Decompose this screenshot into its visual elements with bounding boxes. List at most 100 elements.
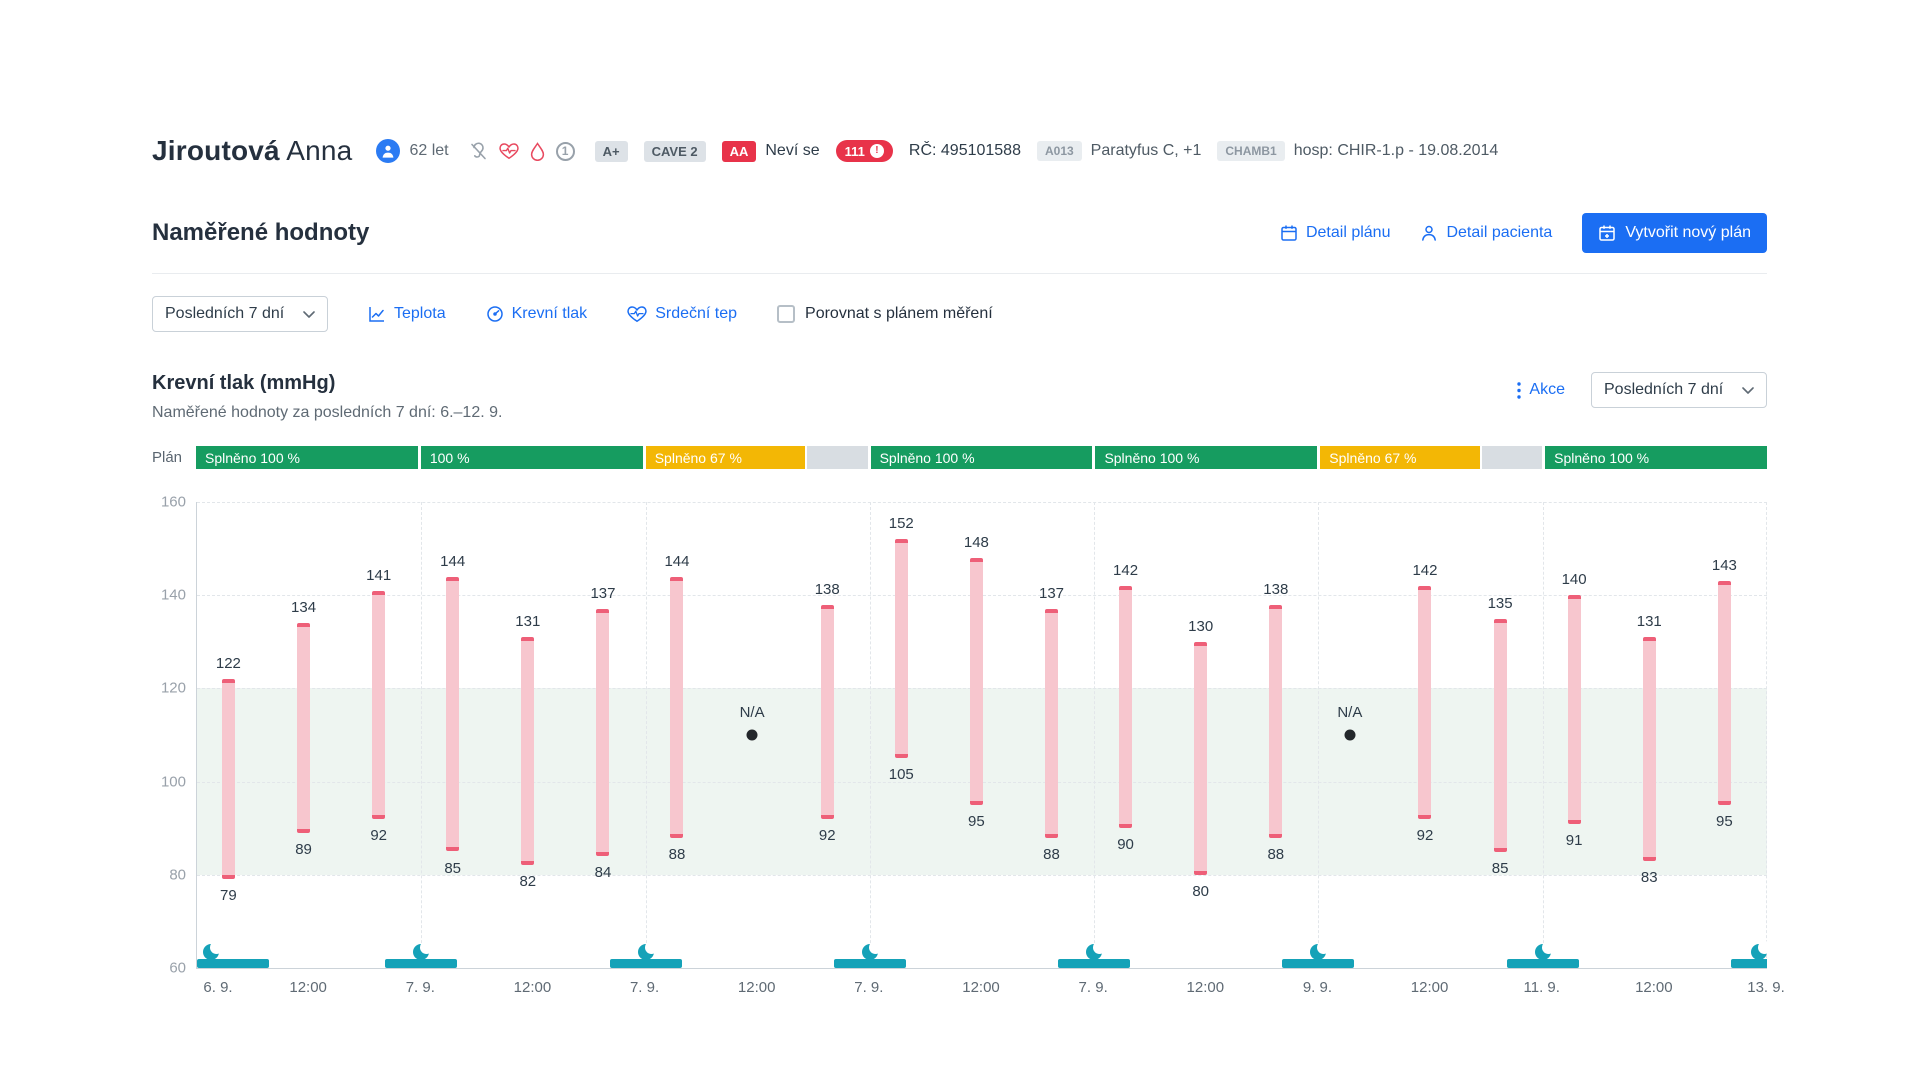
bp-range-bar[interactable] <box>1567 595 1581 824</box>
moon-icon <box>1086 941 1107 960</box>
diastolic-value-label: 85 <box>1491 859 1509 877</box>
moon-icon <box>637 941 658 960</box>
page-content: Jiroutová Anna 62 let 1 A+ CAVE 2 AA Nev… <box>152 0 1785 999</box>
detail-patient-link[interactable]: Detail pacienta <box>1420 224 1552 242</box>
compare-checkbox-label: Porovnat s plánem měření <box>805 305 993 322</box>
chart-header: Krevní tlak (mmHg) Naměřené hodnoty za p… <box>152 372 1767 422</box>
x-tick-label: 7. 9. <box>854 979 884 996</box>
chevron-down-icon <box>1742 386 1754 394</box>
diastolic-value-label: 90 <box>1117 836 1134 854</box>
heart-pulse-icon <box>498 142 519 160</box>
hospitalization-group: CHAMB1 hosp: CHIR-1.p - 19.08.2014 <box>1217 141 1498 161</box>
diastolic-value-label: 85 <box>444 859 462 877</box>
bp-range-bar[interactable] <box>1642 637 1656 861</box>
bp-range-bar[interactable] <box>1418 585 1432 819</box>
v-gridline <box>869 502 871 968</box>
allergy-text: Neví se <box>765 142 820 159</box>
diastolic-value-label: 95 <box>968 812 985 830</box>
diastolic-value-label: 92 <box>818 826 836 844</box>
h-gridline <box>197 874 1767 876</box>
diastolic-value-label: 92 <box>370 826 387 844</box>
systolic-value-label: 140 <box>1561 571 1587 589</box>
bp-range-bar[interactable] <box>1269 604 1283 838</box>
compare-checkbox[interactable] <box>777 305 796 323</box>
x-tick-label: 7. 9. <box>405 979 435 996</box>
bp-range-bar[interactable] <box>596 609 610 857</box>
bp-range-bar[interactable] <box>670 576 684 838</box>
x-tick-label: 9. 9. <box>1302 979 1333 996</box>
plan-day-cell: Splněno 100 % <box>870 446 1093 469</box>
chart-period-select[interactable]: Posledních 7 dní <box>1591 372 1767 408</box>
bp-range-bar[interactable] <box>969 557 983 805</box>
alert-exclamation-icon: ! <box>869 144 884 158</box>
moon-icon <box>1751 941 1767 960</box>
bp-range-bar[interactable] <box>1194 641 1208 875</box>
patient-name: Jiroutová Anna <box>152 135 352 167</box>
alert-count: 111 <box>844 143 865 159</box>
systolic-value-label: 138 <box>1263 580 1289 598</box>
blood-drop-icon <box>530 141 545 161</box>
bp-range-bar[interactable] <box>1119 585 1133 829</box>
diagnosis-code-badge: A013 <box>1036 141 1082 161</box>
v-gridline <box>645 502 647 968</box>
bp-range-bar[interactable] <box>221 679 235 880</box>
plan-segment: Splněno 100 % <box>870 446 1093 469</box>
bp-range-bar[interactable] <box>521 637 535 866</box>
tab-temperature[interactable]: Teplota <box>368 305 446 323</box>
moon-icon <box>861 941 882 960</box>
diastolic-value-label: 89 <box>295 840 312 858</box>
x-tick-label: 12:00 <box>737 979 776 996</box>
y-tick-label: 100 <box>160 773 186 791</box>
bp-range-bar[interactable] <box>820 604 834 819</box>
bp-range-bar[interactable] <box>1045 609 1059 838</box>
room-badge: CHAMB1 <box>1217 141 1285 161</box>
diagnosis-text: Paratyfus C, +1 <box>1090 142 1202 159</box>
patient-flag-icons: 1 <box>469 141 575 161</box>
night-period-bar <box>1282 959 1355 968</box>
detail-plan-link[interactable]: Detail plánu <box>1280 224 1390 242</box>
plan-day-cell: 100 % <box>420 446 643 469</box>
v-gridline <box>421 502 423 968</box>
kebab-menu-icon <box>1517 381 1522 399</box>
diastolic-value-label: 79 <box>220 887 237 905</box>
systolic-value-label: 130 <box>1188 617 1214 635</box>
compare-checkbox-group: Porovnat s plánem měření <box>777 305 993 323</box>
count-badge-icon: 1 <box>555 141 575 161</box>
period-select[interactable]: Posledních 7 dní <box>152 296 328 332</box>
plan-day-cell: Splněno 100 % <box>196 446 418 469</box>
na-point[interactable] <box>746 729 758 741</box>
x-tick-label: 12:00 <box>1410 979 1449 996</box>
systolic-value-label: 138 <box>814 580 840 598</box>
heart-rate-icon <box>627 305 647 323</box>
tab-heart-rate[interactable]: Srdeční tep <box>627 305 737 323</box>
bp-range-bar[interactable] <box>446 576 460 852</box>
bp-range-bar[interactable] <box>1493 618 1507 852</box>
systolic-value-label: 122 <box>215 655 241 673</box>
x-tick-label: 13. 9. <box>1747 979 1785 996</box>
plan-bar: Splněno 100 % 100 % Splněno 67 % Splněno 10… <box>196 446 1768 469</box>
y-tick-label: 80 <box>169 866 186 884</box>
na-label: N/A <box>739 704 765 721</box>
y-tick-label: 60 <box>169 959 186 977</box>
gauge-icon <box>486 305 504 323</box>
chevron-down-icon <box>303 310 315 318</box>
plan-segment-remainder <box>1482 446 1543 469</box>
bp-range-bar[interactable] <box>297 623 311 833</box>
tab-blood-pressure[interactable]: Krevní tlak <box>486 305 588 323</box>
plan-segment: Splněno 100 % <box>1545 446 1768 469</box>
plan-day-cell: Splněno 100 % <box>1095 446 1318 469</box>
bp-range-bar[interactable] <box>372 590 386 819</box>
plan-segment: Splněno 67 % <box>1320 446 1481 469</box>
na-point[interactable] <box>1344 729 1356 741</box>
create-plan-button[interactable]: Vytvořit nový plán <box>1582 213 1767 253</box>
night-period-bar <box>385 959 458 968</box>
x-labels: 6. 9. 12:00 7. 9. 12:00 7. 9. 12:00 7. 9. 12:00… <box>196 979 1784 999</box>
person-icon <box>1420 224 1438 242</box>
bp-range-bar[interactable] <box>1717 581 1731 805</box>
chart-period-value: Posledních 7 dní <box>1604 381 1724 398</box>
plan-segment: Splněno 67 % <box>645 446 806 469</box>
bp-range-bar[interactable] <box>894 539 908 759</box>
systolic-value-label: 144 <box>440 552 466 570</box>
tab-blood-pressure-label: Krevní tlak <box>511 305 588 322</box>
actions-menu-button[interactable]: Akce <box>1517 381 1565 399</box>
